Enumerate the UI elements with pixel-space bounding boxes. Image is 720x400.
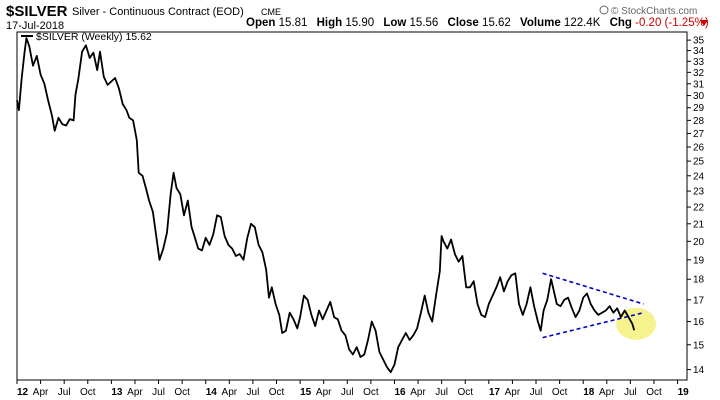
quote-date: 17-Jul-2018 <box>6 20 64 32</box>
stockcharts-logo-icon <box>599 5 609 15</box>
x-tick-label-month: Apr <box>33 387 49 398</box>
y-tick-label: 35 <box>693 36 705 47</box>
low-label: Low <box>383 17 406 29</box>
y-tick-label: 32 <box>693 68 705 79</box>
series-group <box>16 37 636 374</box>
lower-trendline <box>542 311 644 339</box>
y-tick-label: 16 <box>693 317 705 328</box>
y-axis: 14 15 16 17 18 19 20 21 22 23 24 25 26 27 28 2930313233… <box>687 36 705 376</box>
y-tick-label: 34 <box>693 46 705 57</box>
x-tick-label-month: Jul <box>435 387 448 398</box>
y-tick-label: 27 <box>693 129 705 140</box>
legend-label: $SILVER (Weekly) 15.62 <box>36 31 152 43</box>
y-tick-label: 17 <box>693 295 705 306</box>
y-tick-label: 29 <box>693 103 705 114</box>
x-tick-label-year: 17 <box>489 387 501 398</box>
y-tick-label: 15 <box>693 340 705 351</box>
copyright-text: © StockCharts.com <box>611 6 697 17</box>
y-tick-label: 14 <box>693 365 705 376</box>
x-tick-label-month: Oct <box>552 387 568 398</box>
x-tick-label-month: Apr <box>599 387 615 398</box>
contract-description: Silver - Continuous Contract (EOD) <box>72 6 244 18</box>
ohlc-readout: Open 15.81 High 15.90 Low 15.56 Close 15… <box>246 17 709 29</box>
y-tick-label: 28 <box>693 116 705 127</box>
x-tick-label-year: 12 <box>17 387 29 398</box>
y-tick-label: 20 <box>693 237 705 248</box>
chg-value: -0.20 (-1.25%) <box>635 17 709 29</box>
x-tick-label-month: Oct <box>174 387 190 398</box>
x-tick-label-month: Jul <box>624 387 637 398</box>
x-tick-label-month: Jul <box>341 387 354 398</box>
x-tick-label-year: 15 <box>300 387 312 398</box>
x-tick-label-year: 14 <box>206 387 218 398</box>
y-tick-label: 22 <box>693 203 705 214</box>
x-tick-label-month: Jul <box>247 387 260 398</box>
down-triangle-icon <box>700 20 708 26</box>
x-tick-label-month: Apr <box>316 387 332 398</box>
x-tick-label-year: 18 <box>583 387 595 398</box>
y-tick-label: 19 <box>693 255 705 266</box>
x-axis: 12 Apr Jul Oct 13 Apr Jul Oct 14 Apr Jul Oct 15 Apr Ju… <box>16 380 690 398</box>
x-tick-label-year: 16 <box>394 387 406 398</box>
x-tick-label-month: Jul <box>530 387 543 398</box>
open-label: Open <box>246 17 275 29</box>
breakdown-highlight-circle <box>616 307 657 340</box>
x-tick-label-month: Oct <box>80 387 96 398</box>
y-tick-label: 18 <box>693 275 705 286</box>
y-tick-label: 25 <box>693 157 705 168</box>
low-value: 15.56 <box>410 17 439 29</box>
legend: $SILVER (Weekly) 15.62 <box>21 31 152 43</box>
high-value: 15.90 <box>345 17 374 29</box>
exchange-label: CME <box>261 7 281 17</box>
open-value: 15.81 <box>279 17 308 29</box>
x-tick-label-month: Jul <box>152 387 165 398</box>
y-tick-label: 30 <box>693 91 705 102</box>
x-tick-label-month: Oct <box>457 387 473 398</box>
x-tick-label-month: Jul <box>58 387 71 398</box>
upper-trendline <box>542 272 644 305</box>
symbol-title: $SILVER <box>6 3 68 20</box>
x-tick-label-month: Apr <box>410 387 426 398</box>
silver-price-line <box>16 37 636 374</box>
high-label: High <box>317 17 343 29</box>
volume-value: 122.4K <box>564 17 601 29</box>
plot-frame <box>16 31 688 381</box>
x-tick-label-month: Oct <box>646 387 662 398</box>
x-tick-label-month: Oct <box>363 387 379 398</box>
x-tick-label-month: Apr <box>505 387 521 398</box>
x-tick-label-month: Apr <box>222 387 238 398</box>
x-tick-label-year: 13 <box>111 387 123 398</box>
y-tick-label: 21 <box>693 219 705 230</box>
close-label: Close <box>448 17 479 29</box>
volume-label: Volume <box>520 17 561 29</box>
x-tick-label-month: Oct <box>269 387 285 398</box>
chart-header: $SILVER Silver - Continuous Contract (EO… <box>6 3 709 32</box>
annotations <box>542 272 657 340</box>
y-tick-label: 31 <box>693 79 705 90</box>
close-value: 15.62 <box>482 17 511 29</box>
x-tick-label-year: 19 <box>678 387 690 398</box>
y-tick-label: 33 <box>693 57 705 68</box>
x-tick-label-month: Apr <box>127 387 143 398</box>
y-tick-label: 26 <box>693 143 705 154</box>
y-tick-label: 23 <box>693 187 705 198</box>
chg-label: Chg <box>610 17 632 29</box>
y-tick-label: 24 <box>693 171 705 182</box>
